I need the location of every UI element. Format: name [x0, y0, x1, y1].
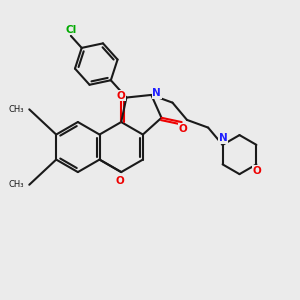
Text: O: O [252, 166, 261, 176]
Text: CH₃: CH₃ [8, 105, 24, 114]
Text: N: N [152, 88, 161, 98]
Text: Cl: Cl [65, 25, 76, 35]
Text: O: O [117, 91, 126, 100]
Text: O: O [116, 176, 124, 186]
Text: CH₃: CH₃ [8, 180, 24, 189]
Text: O: O [179, 124, 188, 134]
Text: N: N [219, 134, 228, 143]
